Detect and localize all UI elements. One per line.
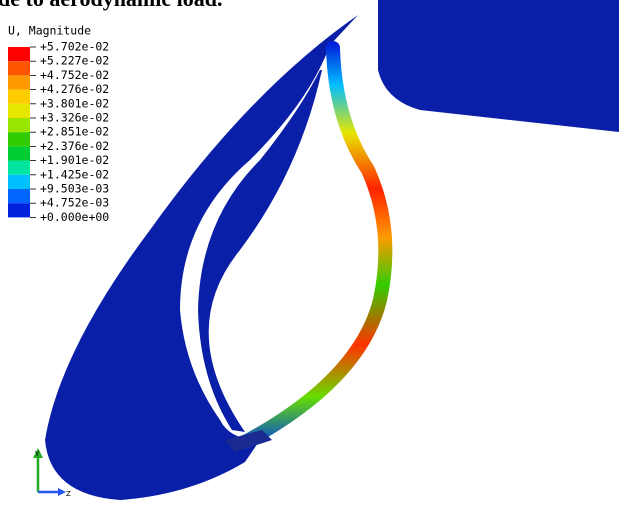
legend-label: +1.901e-02 bbox=[40, 153, 109, 167]
legend-label: +9.503e-03 bbox=[40, 182, 109, 196]
legend-label: +4.752e-03 bbox=[40, 196, 109, 210]
triad-label: Z bbox=[66, 490, 71, 498]
legend-label: +1.425e-02 bbox=[40, 167, 109, 181]
legend-label: +0.000e+00 bbox=[40, 210, 109, 224]
legend-label: +4.276e-02 bbox=[40, 82, 109, 96]
legend-swatch bbox=[8, 47, 30, 61]
legend-swatch bbox=[8, 175, 30, 189]
legend-swatch bbox=[8, 189, 30, 203]
legend-label: +2.376e-02 bbox=[40, 139, 109, 153]
legend-title: U, Magnitude bbox=[8, 24, 91, 38]
legend-label: +2.851e-02 bbox=[40, 125, 109, 139]
legend: U, Magnitude +5.702e-02+5.227e-02+4.752e… bbox=[8, 24, 109, 224]
legend-swatch bbox=[8, 161, 30, 175]
figure: de to aerodynamic load. Y Z U, Magnitude… bbox=[0, 0, 619, 506]
legend-swatch bbox=[8, 118, 30, 132]
legend-label: +3.801e-02 bbox=[40, 96, 109, 110]
legend-label: +5.227e-02 bbox=[40, 54, 109, 68]
triad-label: Y bbox=[34, 450, 40, 458]
legend-label: +3.326e-02 bbox=[40, 111, 109, 125]
legend-label: +4.752e-02 bbox=[40, 68, 109, 82]
legend-swatch bbox=[8, 146, 30, 160]
caption: de to aerodynamic load. bbox=[0, 0, 222, 11]
triad-arrow bbox=[58, 488, 66, 496]
legend-swatch bbox=[8, 203, 30, 217]
legend-swatch bbox=[8, 75, 30, 89]
legend-swatch bbox=[8, 90, 30, 104]
legend-label: +5.702e-02 bbox=[40, 40, 109, 54]
upper-body bbox=[378, 0, 619, 132]
fe-plot: de to aerodynamic load. Y Z U, Magnitude… bbox=[0, 0, 619, 506]
legend-swatch bbox=[8, 61, 30, 75]
legend-swatch bbox=[8, 132, 30, 146]
legend-swatch bbox=[8, 104, 30, 118]
